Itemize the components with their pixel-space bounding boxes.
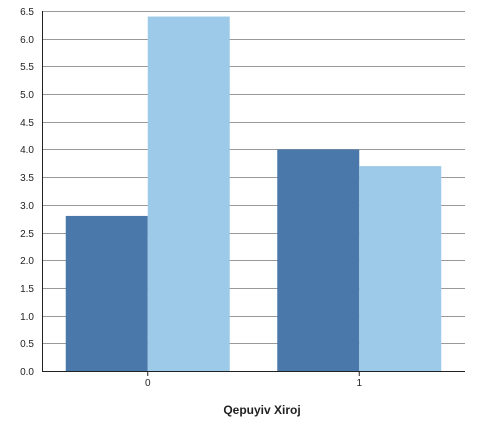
y-tick-label: 4.0 [20, 145, 34, 156]
x-tick-label: 1 [356, 378, 362, 389]
x-axis-title: Qepuyiv Xiroj [223, 403, 300, 417]
bar-series-2-category-1 [359, 166, 442, 371]
y-tick-label: 0.5 [20, 339, 34, 350]
y-tick-label: 0.0 [20, 367, 34, 378]
y-tick-label: 3.0 [20, 201, 34, 212]
y-tick-label: 5.5 [20, 62, 34, 73]
bars [65, 16, 442, 372]
y-tick-label: 6.0 [20, 35, 34, 46]
bar-series-1-category-0 [65, 215, 148, 371]
y-tick-label: 5.0 [20, 90, 34, 101]
y-tick-label: 1.5 [20, 284, 34, 295]
x-tick-label: 0 [145, 378, 151, 389]
y-tick-label: 2.0 [20, 256, 34, 267]
y-tick-label: 2.5 [20, 229, 34, 240]
y-tick-label: 4.5 [20, 118, 34, 129]
y-tick-label: 3.5 [20, 173, 34, 184]
y-tick-label: 6.5 [20, 7, 34, 18]
bar-series-1-category-1 [277, 149, 360, 371]
bar-series-2-category-0 [147, 16, 230, 372]
y-tick-label: 1.0 [20, 312, 34, 323]
axes: 0.0 0.5 1.0 1.5 2.0 2.5 3.0 3.5 4.0 4.5 5.0 5.5 6.0 6… [20, 7, 465, 389]
